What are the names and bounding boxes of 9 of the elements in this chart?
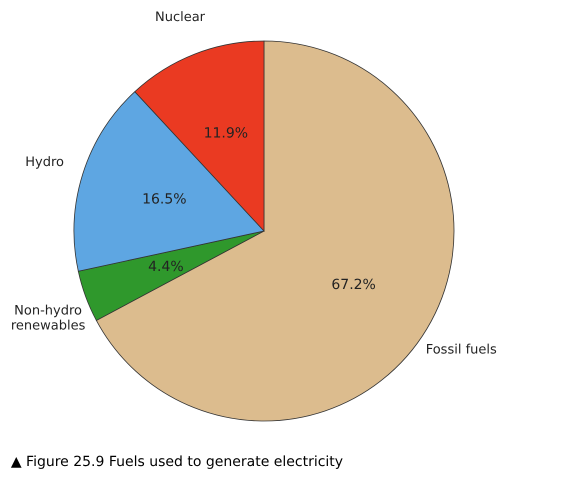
data-label: 11.9% bbox=[204, 126, 248, 142]
slice-label: Hydro bbox=[25, 154, 64, 170]
data-label: 4.4% bbox=[148, 259, 184, 276]
data-label: 67.2% bbox=[331, 276, 376, 293]
slice-label: Non-hydro renewables bbox=[10, 303, 86, 334]
slice-label: Nuclear bbox=[154, 10, 206, 25]
data-label: 16.5% bbox=[142, 192, 187, 208]
slice-label: Fossil fuels bbox=[426, 342, 497, 358]
text: ▲ Figure 25.9 Fuels used to generate electricity bbox=[10, 454, 344, 470]
